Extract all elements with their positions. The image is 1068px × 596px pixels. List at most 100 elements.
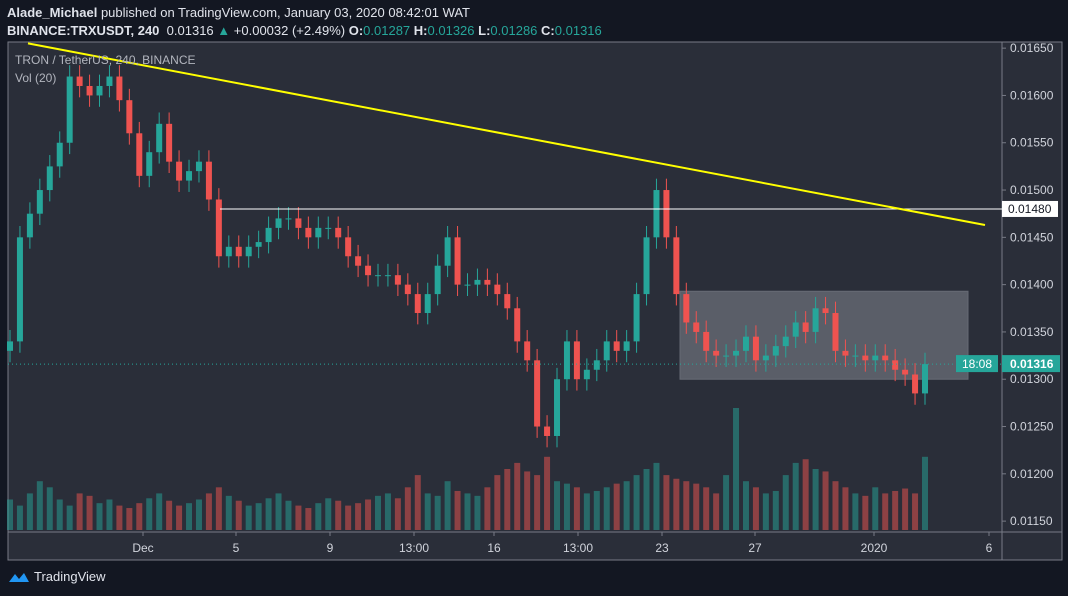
last-price: 0.01316: [166, 23, 214, 38]
candle: [484, 279, 491, 285]
volume-bar: [554, 481, 561, 530]
volume-bar: [166, 500, 173, 530]
volume-bar: [812, 469, 819, 530]
volume-bar: [186, 503, 193, 530]
candle: [852, 355, 859, 357]
candle: [912, 374, 919, 394]
volume-bar: [76, 493, 83, 530]
publish-text: published on TradingView.com, January 03…: [100, 5, 470, 20]
candle: [434, 265, 441, 295]
volume-bar: [653, 462, 660, 530]
volume-bar: [96, 503, 103, 530]
price-tick-label: 0.01500: [1010, 183, 1054, 197]
volume-bar: [365, 499, 372, 530]
candle: [663, 190, 670, 238]
candle: [355, 256, 362, 266]
volume-bar: [225, 495, 232, 530]
volume-bar: [345, 505, 352, 530]
open: 0.01287: [363, 23, 411, 38]
time-tick-label: 13:00: [563, 541, 593, 555]
candle: [464, 284, 471, 286]
volume-bar: [802, 459, 809, 530]
candle: [136, 133, 143, 176]
author[interactable]: Alade_Michael: [7, 5, 98, 20]
volume-bar: [663, 475, 670, 530]
price-tick-label: 0.01400: [1010, 278, 1054, 292]
candle: [633, 294, 640, 342]
volume-bar: [772, 490, 779, 530]
volume-bar: [195, 499, 202, 530]
volume-bar: [534, 475, 541, 530]
symbol: BINANCE:TRXUSDT, 240: [7, 23, 160, 38]
close: 0.01316: [554, 23, 602, 38]
h-label: H:: [413, 23, 428, 38]
volume-bar: [832, 481, 839, 530]
candle: [653, 190, 660, 238]
candle: [424, 294, 431, 314]
volume-bar: [7, 499, 13, 530]
candle: [673, 237, 680, 295]
volume-bar: [862, 495, 869, 530]
candle: [345, 237, 352, 257]
candle: [534, 360, 541, 427]
volume-bar: [882, 493, 889, 530]
level-label: 0.01480: [1008, 202, 1052, 216]
candle: [494, 284, 501, 295]
time-tick-label: 2020: [861, 541, 888, 555]
candle: [365, 265, 372, 276]
low: 0.01286: [490, 23, 538, 38]
tradingview-logo[interactable]: TradingView: [8, 569, 106, 584]
volume-bar: [922, 456, 928, 530]
volume-bar: [454, 490, 461, 530]
candle: [683, 294, 690, 323]
candle: [882, 355, 889, 361]
l-label: L:: [478, 23, 491, 38]
candle: [752, 336, 759, 361]
symbol-info: BINANCE:TRXUSDT, 240 0.01316 ▲ +0.00032 …: [7, 23, 602, 38]
candle: [186, 171, 193, 181]
candle: [215, 199, 222, 257]
publish-info: Alade_Michael published on TradingView.c…: [7, 5, 470, 20]
volume-bar: [892, 490, 899, 530]
candle: [26, 213, 33, 238]
volume-legend: Vol (20): [15, 71, 57, 85]
volume-bar: [822, 471, 829, 530]
time-tick-label: 5: [233, 541, 240, 555]
candle: [703, 331, 710, 351]
time-tick-label: 6: [986, 541, 993, 555]
candle: [922, 364, 928, 394]
volume-bar: [205, 493, 212, 530]
candle: [723, 355, 730, 357]
time-tick-label: 23: [655, 541, 669, 555]
volume-bar: [255, 503, 262, 530]
level-label-bg: [1002, 200, 1058, 217]
volume-bar: [46, 487, 53, 530]
volume-bar: [474, 495, 481, 530]
candle: [384, 275, 391, 277]
last-price-label-bg: [1002, 355, 1060, 373]
volume-bar: [374, 495, 381, 530]
volume-bar: [563, 483, 570, 530]
volume-bar: [723, 475, 730, 530]
chart-frame: [7, 41, 1063, 561]
candle: [474, 279, 481, 285]
volume-bar: [703, 487, 710, 530]
candle: [325, 227, 332, 229]
volume-bar: [643, 469, 650, 530]
volume-bar: [742, 481, 749, 530]
volume-bar: [404, 487, 411, 530]
candle: [554, 379, 561, 436]
candle: [802, 322, 809, 332]
volume-bar: [444, 481, 451, 530]
candle: [762, 355, 769, 361]
candle: [454, 237, 461, 285]
time-tick-label: 13:00: [399, 541, 429, 555]
volume-bar: [434, 495, 441, 530]
volume-bar: [573, 487, 580, 530]
o-label: O:: [348, 23, 364, 38]
price-tick-label: 0.01200: [1010, 467, 1054, 481]
volume-bar: [593, 490, 600, 530]
volume-bar: [504, 469, 511, 530]
time-tick-label: 27: [748, 541, 762, 555]
